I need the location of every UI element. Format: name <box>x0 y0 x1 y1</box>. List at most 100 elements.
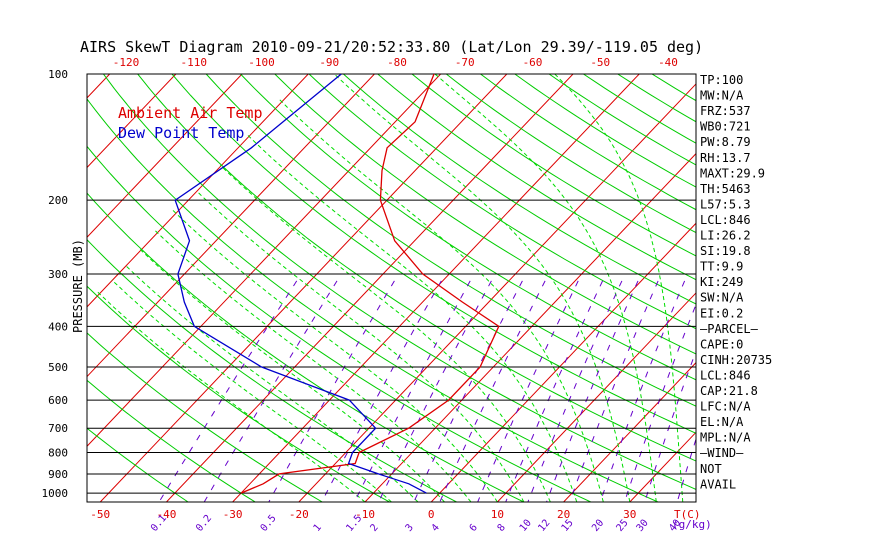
index-label: MAXT:29.9 <box>700 166 765 180</box>
index-label: LCL:846 <box>700 368 751 382</box>
dry-adiabat-line <box>274 74 696 355</box>
moist-adiabat-line <box>554 74 684 502</box>
mixing-ratio-label: 6 <box>468 522 480 534</box>
index-label: CAP:21.8 <box>700 384 758 398</box>
y-tick-label: 500 <box>48 361 68 374</box>
x-tick-label-top: -60 <box>523 56 543 69</box>
mixing-ratio-line <box>599 280 686 502</box>
x-tick-label-bottom: 0 <box>428 508 435 521</box>
mixing-ratio-line <box>505 280 604 502</box>
dry-adiabat-line <box>651 74 696 102</box>
y-tick-label: 1000 <box>42 487 69 500</box>
legend-ambient-air-temp: Ambient Air Temp <box>118 104 263 122</box>
index-label: TH:5463 <box>700 182 751 196</box>
mixing-ratio-label: 3 <box>404 522 416 534</box>
x-tick-label-top: -80 <box>387 56 407 69</box>
moist-adiabat-line <box>434 74 657 502</box>
dry-adiabat-line <box>377 74 696 281</box>
y-tick-label: 900 <box>48 468 68 481</box>
index-label: MPL:N/A <box>700 431 751 445</box>
mixing-ratio-unit-label: (g/kg) <box>672 518 712 531</box>
mixing-ratio-label: 20 <box>590 518 606 534</box>
moist-adiabat-line <box>247 134 578 502</box>
index-label: —PARCEL— <box>700 322 759 336</box>
isotherm-line <box>87 74 309 308</box>
isotherm-line <box>430 222 696 502</box>
dry-adiabat-line <box>137 74 696 462</box>
moist-adiabat-line <box>96 290 366 502</box>
index-label: CAPE:0 <box>700 337 743 351</box>
x-tick-label-top: -90 <box>319 56 339 69</box>
isotherm-line <box>87 74 375 378</box>
moist-adiabat-line <box>171 208 498 502</box>
moist-adiabat-line <box>153 229 472 502</box>
x-tick-label-bottom: -40 <box>156 508 176 521</box>
dry-adiabat-line <box>343 74 696 305</box>
x-unit-label: T(C) <box>674 508 701 521</box>
index-label: EI:0.2 <box>700 306 743 320</box>
dry-adiabat-line <box>87 145 592 502</box>
dry-adiabat-line <box>87 98 659 502</box>
index-label: EL:N/A <box>700 415 744 429</box>
index-label: SW:N/A <box>700 291 744 305</box>
x-tick-label-top: -100 <box>248 56 275 69</box>
legend-dew-point-temp: Dew Point Temp <box>118 124 244 142</box>
mixing-ratio-label: 1 <box>312 522 324 534</box>
x-tick-label-top: -70 <box>455 56 475 69</box>
mixing-ratio-line <box>413 280 523 502</box>
mixing-ratio-label: 4 <box>430 522 442 534</box>
dry-adiabat-line <box>205 74 696 407</box>
dry-adiabat-line <box>480 74 696 211</box>
dry-adiabat-line <box>445 74 696 234</box>
index-label: —WIND— <box>700 446 744 460</box>
isotherm-line <box>166 74 574 502</box>
mixing-ratio-line <box>354 280 471 502</box>
isotherm-line <box>87 74 243 238</box>
mixing-ratio-label: 12 <box>536 518 552 534</box>
isotherm-line <box>87 74 442 447</box>
dry-adiabat-line <box>102 74 696 490</box>
index-label: LFC:N/A <box>700 400 751 414</box>
moist-adiabat-line <box>111 279 392 502</box>
dry-adiabat-line <box>548 74 696 166</box>
x-tick-label-top: -120 <box>113 56 140 69</box>
index-label: WB0:721 <box>700 120 751 134</box>
dry-adiabat-line <box>87 285 390 502</box>
x-tick-label-bottom: -50 <box>90 508 110 521</box>
moist-adiabat-line <box>279 99 604 502</box>
y-tick-label: 600 <box>48 394 68 407</box>
x-tick-label-bottom: 20 <box>557 508 570 521</box>
mixing-ratio-line <box>321 280 442 502</box>
isotherm-line <box>99 74 508 502</box>
dry-adiabat-line <box>240 74 696 381</box>
dry-adiabat-line <box>87 332 323 502</box>
y-tick-label: 300 <box>48 268 68 281</box>
index-label: MW:N/A <box>700 89 744 103</box>
mixing-ratio-label: 0.2 <box>194 513 214 534</box>
index-label: TP:100 <box>700 73 743 87</box>
mixing-ratio-line <box>527 280 623 502</box>
mixing-ratio-line <box>203 280 338 502</box>
mixing-ratio-line <box>624 303 696 502</box>
isotherm-line <box>0 74 43 502</box>
moist-adiabat-line <box>124 264 419 502</box>
mixing-ratio-label: 30 <box>635 518 651 534</box>
mixing-ratio-line <box>569 280 659 502</box>
index-label: FRZ:537 <box>700 104 751 118</box>
dry-adiabat-line <box>87 427 189 502</box>
isotherm-line <box>87 74 177 169</box>
y-tick-label: 800 <box>48 447 68 460</box>
x-tick-label-top: -40 <box>658 56 678 69</box>
mixing-ratio-line <box>477 280 579 502</box>
y-tick-label: 700 <box>48 422 68 435</box>
index-label: L57:5.3 <box>700 197 751 211</box>
chart-title: AIRS SkewT Diagram 2010-09-21/20:52:33.8… <box>80 38 703 56</box>
index-label: TT:9.9 <box>700 260 743 274</box>
y-tick-label: 100 <box>48 68 68 81</box>
x-tick-label-top: -110 <box>181 56 208 69</box>
index-label: PW:8.79 <box>700 135 751 149</box>
mixing-ratio-label: 8 <box>496 522 508 534</box>
index-label: LI:26.2 <box>700 229 751 243</box>
mixing-ratio-line <box>158 280 298 502</box>
